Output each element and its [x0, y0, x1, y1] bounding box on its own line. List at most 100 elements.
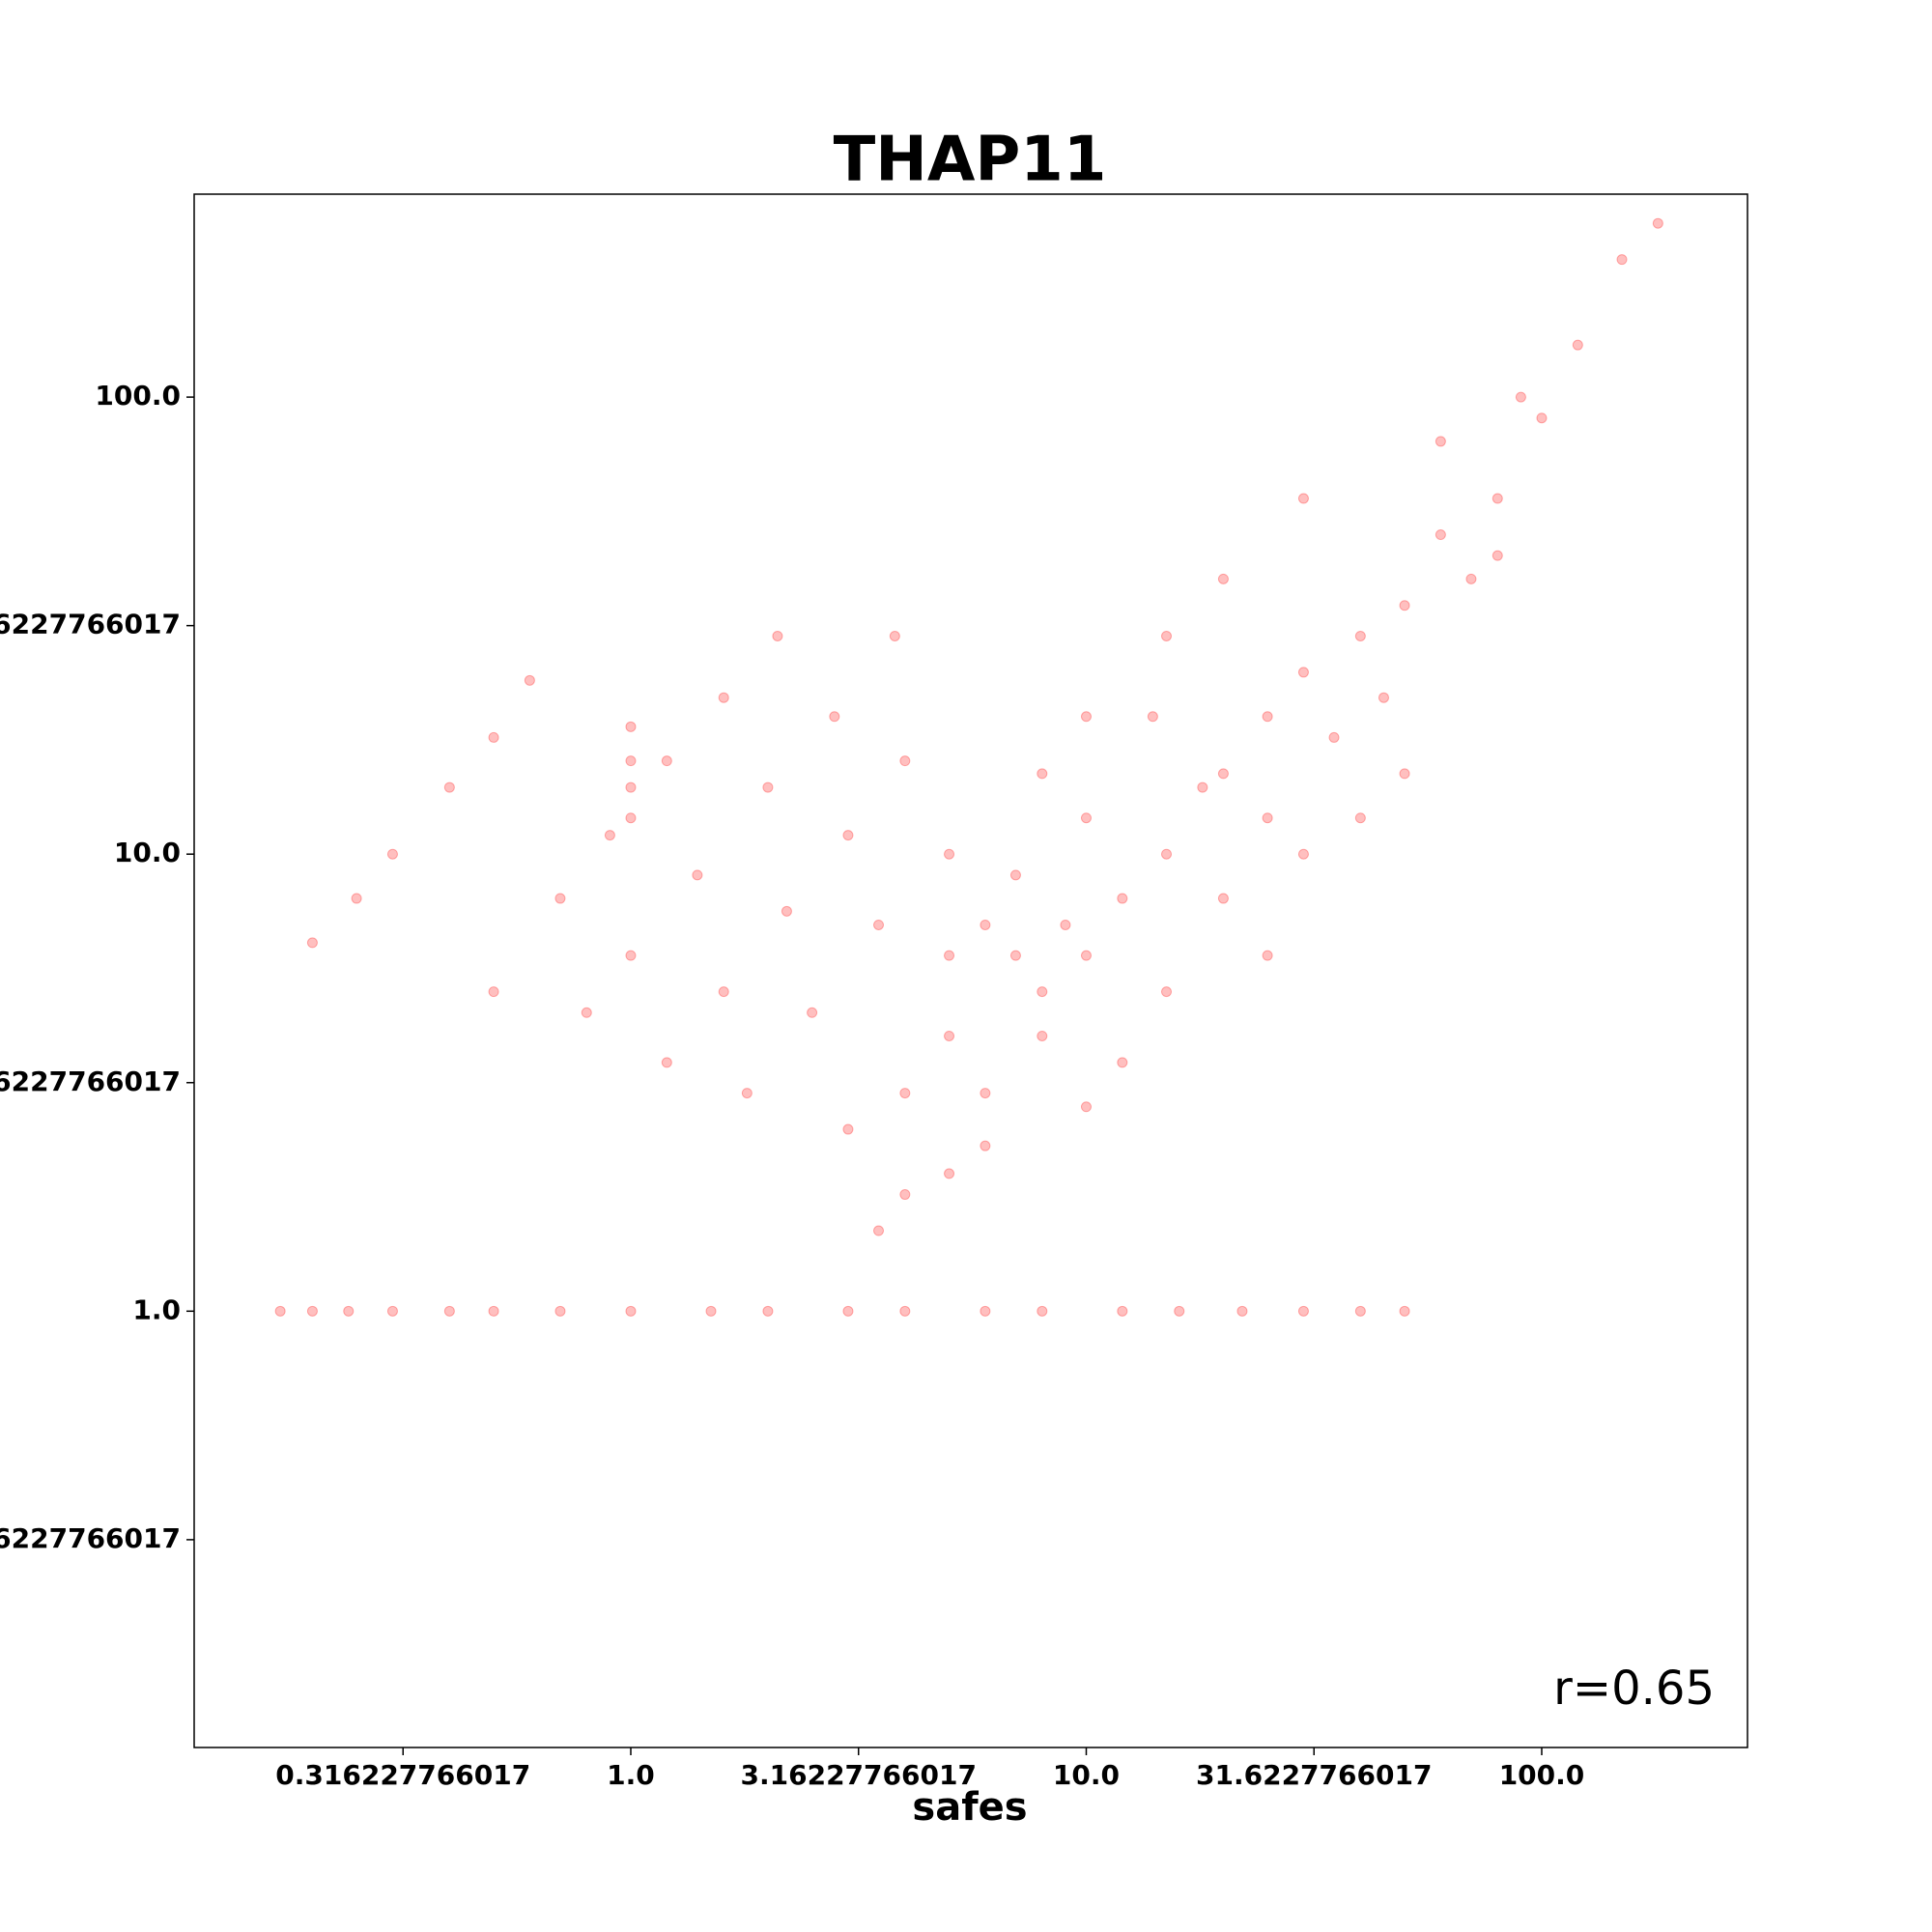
point — [1262, 812, 1273, 824]
point — [386, 848, 398, 860]
point — [944, 950, 955, 961]
point — [1399, 1305, 1410, 1317]
point — [1217, 573, 1229, 584]
y-tick-label: 0.316227766017 — [0, 1522, 181, 1554]
point — [1297, 1305, 1309, 1317]
point — [1080, 711, 1092, 723]
point — [842, 1305, 854, 1317]
point — [1080, 1101, 1092, 1113]
point — [718, 692, 729, 703]
y-tick-label: 31.6227766017 — [0, 609, 181, 640]
point — [488, 731, 499, 743]
point — [944, 1168, 955, 1179]
point — [1492, 550, 1503, 561]
point — [1297, 848, 1309, 860]
point — [889, 630, 900, 641]
x-tick-label: 3.16227766017 — [741, 1759, 977, 1791]
y-tick-label: 3.16227766017 — [0, 1065, 181, 1097]
point — [1399, 768, 1410, 780]
point — [807, 1007, 818, 1018]
point — [1435, 529, 1446, 541]
point — [1217, 768, 1229, 780]
point — [1217, 893, 1229, 904]
point — [873, 919, 885, 930]
point — [524, 674, 535, 686]
point — [1080, 950, 1092, 961]
point — [762, 1305, 774, 1317]
point — [1354, 630, 1366, 641]
point — [554, 1305, 566, 1317]
point — [692, 869, 703, 881]
point — [274, 1305, 286, 1317]
point — [661, 1057, 672, 1068]
point — [772, 630, 783, 641]
point — [306, 1305, 318, 1317]
point — [1117, 1305, 1128, 1317]
point — [899, 1189, 911, 1201]
point — [1297, 493, 1309, 504]
point — [980, 919, 991, 930]
point — [944, 848, 955, 860]
point — [443, 781, 455, 793]
point — [1354, 1305, 1366, 1317]
point — [1435, 436, 1446, 447]
point — [741, 1088, 753, 1099]
point — [1354, 812, 1366, 824]
x-tick-label: 1.0 — [607, 1759, 655, 1791]
point — [1117, 1057, 1128, 1068]
point — [625, 950, 637, 961]
point — [781, 905, 792, 917]
y-tick-label: 100.0 — [95, 380, 181, 412]
point — [306, 937, 318, 949]
point — [829, 711, 840, 723]
point — [899, 755, 911, 767]
point — [604, 830, 615, 841]
x-tick-label: 10.0 — [1053, 1759, 1120, 1791]
point — [625, 1305, 637, 1317]
point — [1161, 986, 1173, 998]
point — [1161, 848, 1173, 860]
point — [1492, 493, 1503, 504]
point — [1328, 731, 1340, 743]
point — [1037, 986, 1048, 998]
plot-frame — [193, 193, 1748, 1748]
x-tick-label: 0.316227766017 — [275, 1759, 530, 1791]
point — [1161, 630, 1173, 641]
point — [625, 812, 637, 824]
point — [1399, 600, 1410, 611]
point — [842, 830, 854, 841]
chart-title: THAP11 — [834, 125, 1107, 196]
point — [1572, 339, 1583, 351]
point — [899, 1088, 911, 1099]
point — [443, 1305, 455, 1317]
point — [944, 1030, 955, 1041]
point — [1465, 573, 1477, 584]
point — [1037, 1030, 1048, 1041]
y-tick-label: 10.0 — [114, 837, 181, 868]
point — [488, 1305, 499, 1317]
point — [1117, 893, 1128, 904]
point — [1515, 391, 1526, 403]
point — [980, 1140, 991, 1151]
point — [1616, 254, 1628, 266]
x-tick-label: 100.0 — [1499, 1759, 1585, 1791]
x-axis-label: safes — [912, 1785, 1027, 1830]
point — [1236, 1305, 1248, 1317]
point — [554, 893, 566, 904]
point — [351, 893, 362, 904]
point — [625, 721, 637, 732]
point — [899, 1305, 911, 1317]
point — [842, 1123, 854, 1135]
point — [1037, 768, 1048, 780]
point — [718, 986, 729, 998]
point — [980, 1088, 991, 1099]
y-tick-label: 1.0 — [132, 1293, 181, 1325]
point — [1262, 711, 1273, 723]
point — [1297, 667, 1309, 678]
point — [1262, 950, 1273, 961]
point — [1174, 1305, 1185, 1317]
point — [1378, 692, 1389, 703]
point — [1080, 812, 1092, 824]
